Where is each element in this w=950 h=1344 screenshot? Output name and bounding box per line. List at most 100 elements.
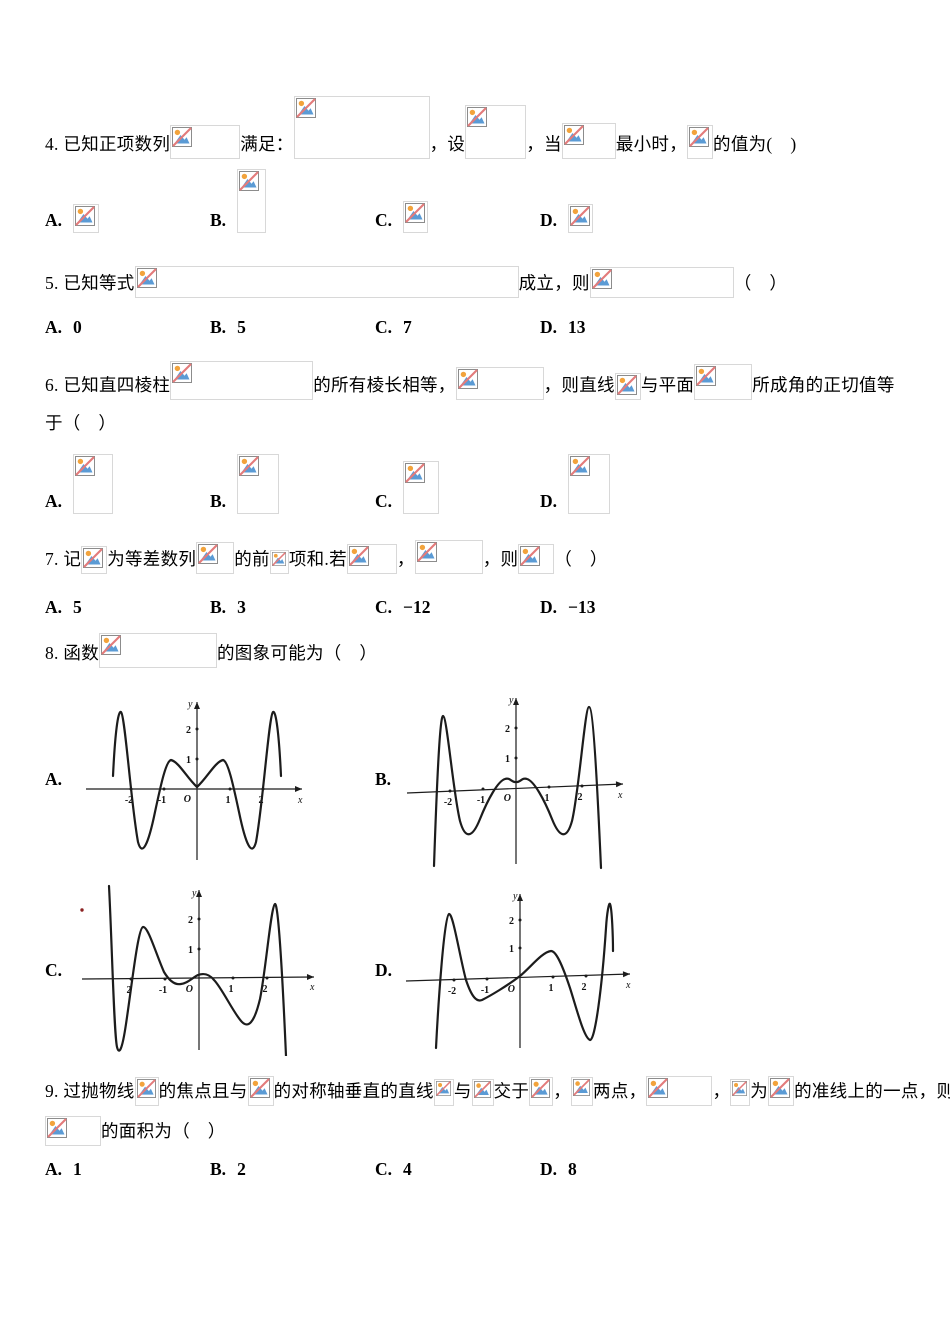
option-label: A. bbox=[45, 210, 63, 230]
option-label: B. bbox=[210, 1159, 227, 1179]
svg-text:-1: -1 bbox=[481, 985, 489, 996]
text-run: 为 bbox=[750, 1081, 769, 1102]
option-label: C. bbox=[375, 210, 393, 230]
question-9-options: A. 1 B. 2 C. 4 D. 8 bbox=[45, 1154, 950, 1182]
broken-image-icon bbox=[467, 107, 488, 127]
formula-image-placeholder[interactable] bbox=[433, 1079, 454, 1106]
formula-image-placeholder[interactable] bbox=[99, 633, 217, 668]
formula-image-placeholder[interactable] bbox=[614, 373, 641, 400]
graph-a-label: A. bbox=[45, 768, 63, 789]
formula-image-placeholder[interactable] bbox=[403, 201, 429, 233]
option-d: D. bbox=[540, 204, 594, 233]
formula-image-placeholder[interactable] bbox=[81, 546, 108, 574]
formula-image-placeholder[interactable] bbox=[134, 1077, 159, 1106]
formula-image-placeholder[interactable] bbox=[414, 540, 483, 574]
option-value: 8 bbox=[568, 1159, 577, 1179]
formula-image-placeholder[interactable] bbox=[529, 1077, 554, 1106]
broken-image-icon bbox=[295, 98, 316, 118]
svg-text:x: x bbox=[297, 795, 303, 806]
formula-image-placeholder[interactable] bbox=[269, 550, 289, 574]
text-run: 9. 过抛物线 bbox=[45, 1081, 135, 1102]
graph-d[interactable]: -2 -1 1 2 1 2 O x y bbox=[402, 888, 637, 1053]
broken-image-icon bbox=[348, 546, 369, 566]
text-run: 7. 记 bbox=[45, 549, 82, 570]
formula-image-placeholder[interactable] bbox=[45, 1116, 101, 1146]
formula-image-placeholder[interactable] bbox=[571, 1077, 594, 1106]
formula-image-placeholder[interactable] bbox=[237, 169, 267, 233]
broken-image-icon bbox=[136, 1079, 156, 1098]
graph-c[interactable]: 2 -1 1 2 1 2 O x y bbox=[72, 884, 322, 1056]
formula-image-placeholder[interactable] bbox=[170, 125, 241, 159]
formula-image-placeholder[interactable] bbox=[247, 1076, 274, 1106]
formula-image-placeholder[interactable] bbox=[73, 204, 100, 233]
svg-text:O: O bbox=[186, 984, 193, 995]
formula-image-placeholder[interactable] bbox=[471, 1079, 494, 1106]
broken-image-icon bbox=[75, 206, 96, 226]
svg-text:1: 1 bbox=[186, 755, 191, 766]
text-run: 的所有棱长相等， bbox=[313, 375, 456, 396]
formula-image-placeholder[interactable] bbox=[346, 544, 397, 574]
option-label: C. bbox=[375, 597, 393, 617]
formula-image-placeholder[interactable] bbox=[170, 361, 314, 400]
formula-image-placeholder[interactable] bbox=[237, 454, 280, 514]
svg-text:2: 2 bbox=[186, 725, 191, 736]
formula-image-placeholder[interactable] bbox=[561, 123, 616, 159]
broken-image-icon bbox=[570, 456, 591, 476]
svg-text:2: 2 bbox=[578, 792, 583, 803]
option-label: B. bbox=[210, 491, 227, 511]
text-run: 交于 bbox=[493, 1081, 530, 1102]
formula-image-placeholder[interactable] bbox=[518, 544, 555, 574]
text-run: 与 bbox=[453, 1081, 472, 1102]
broken-image-icon bbox=[172, 127, 193, 147]
graph-b[interactable]: -2 -1 1 2 1 2 O x y bbox=[401, 688, 631, 870]
formula-image-placeholder[interactable] bbox=[687, 125, 714, 159]
question-4: 4. 已知正项数列 满足： ，设 ，当 最小时， 的值为( ) A. B. C. D. bbox=[45, 96, 950, 233]
formula-image-placeholder[interactable] bbox=[568, 204, 594, 233]
formula-image-placeholder[interactable] bbox=[768, 1076, 795, 1106]
formula-image-placeholder[interactable] bbox=[465, 105, 527, 159]
svg-text:y: y bbox=[187, 699, 193, 710]
broken-image-icon bbox=[416, 542, 437, 562]
svg-text:O: O bbox=[504, 793, 511, 804]
text-run: （ ） bbox=[733, 273, 788, 294]
option-label: B. bbox=[210, 210, 227, 230]
formula-image-placeholder[interactable] bbox=[403, 461, 440, 514]
formula-image-placeholder[interactable] bbox=[293, 96, 430, 159]
formula-image-placeholder[interactable] bbox=[73, 454, 114, 514]
formula-image-placeholder[interactable] bbox=[455, 367, 544, 400]
text-run: 与平面 bbox=[640, 375, 695, 396]
formula-image-placeholder[interactable] bbox=[694, 364, 753, 400]
formula-image-placeholder[interactable] bbox=[730, 1079, 751, 1106]
svg-text:1: 1 bbox=[505, 754, 510, 765]
broken-image-icon bbox=[473, 1081, 491, 1098]
formula-image-placeholder[interactable] bbox=[589, 267, 734, 298]
text-run: 两点， bbox=[593, 1081, 647, 1102]
formula-image-placeholder[interactable] bbox=[646, 1076, 713, 1106]
formula-image-placeholder[interactable] bbox=[568, 454, 611, 514]
option-label: B. bbox=[210, 317, 227, 337]
text-run: ，则直线 bbox=[543, 375, 615, 396]
broken-image-icon bbox=[198, 544, 219, 564]
question-9-text-line-1: 9. 过抛物线 的焦点且与 的对称轴垂直的直线与交于 ， 两点， ， 为 的准线上的一点，则 bbox=[45, 1072, 950, 1106]
text-run: 4. 已知正项数列 bbox=[45, 134, 171, 155]
formula-image-placeholder[interactable] bbox=[196, 542, 235, 574]
formula-image-placeholder[interactable] bbox=[134, 266, 519, 298]
text-run: 于（ ） bbox=[45, 413, 117, 434]
text-run: ，当 bbox=[526, 134, 562, 155]
option-label: D. bbox=[540, 597, 558, 617]
option-c: C. 7 bbox=[375, 317, 412, 340]
broken-image-icon bbox=[648, 1078, 669, 1098]
broken-image-icon bbox=[239, 456, 260, 476]
text-run: 项和.若 bbox=[288, 549, 347, 570]
broken-image-icon bbox=[573, 1079, 591, 1096]
option-label: C. bbox=[375, 317, 393, 337]
